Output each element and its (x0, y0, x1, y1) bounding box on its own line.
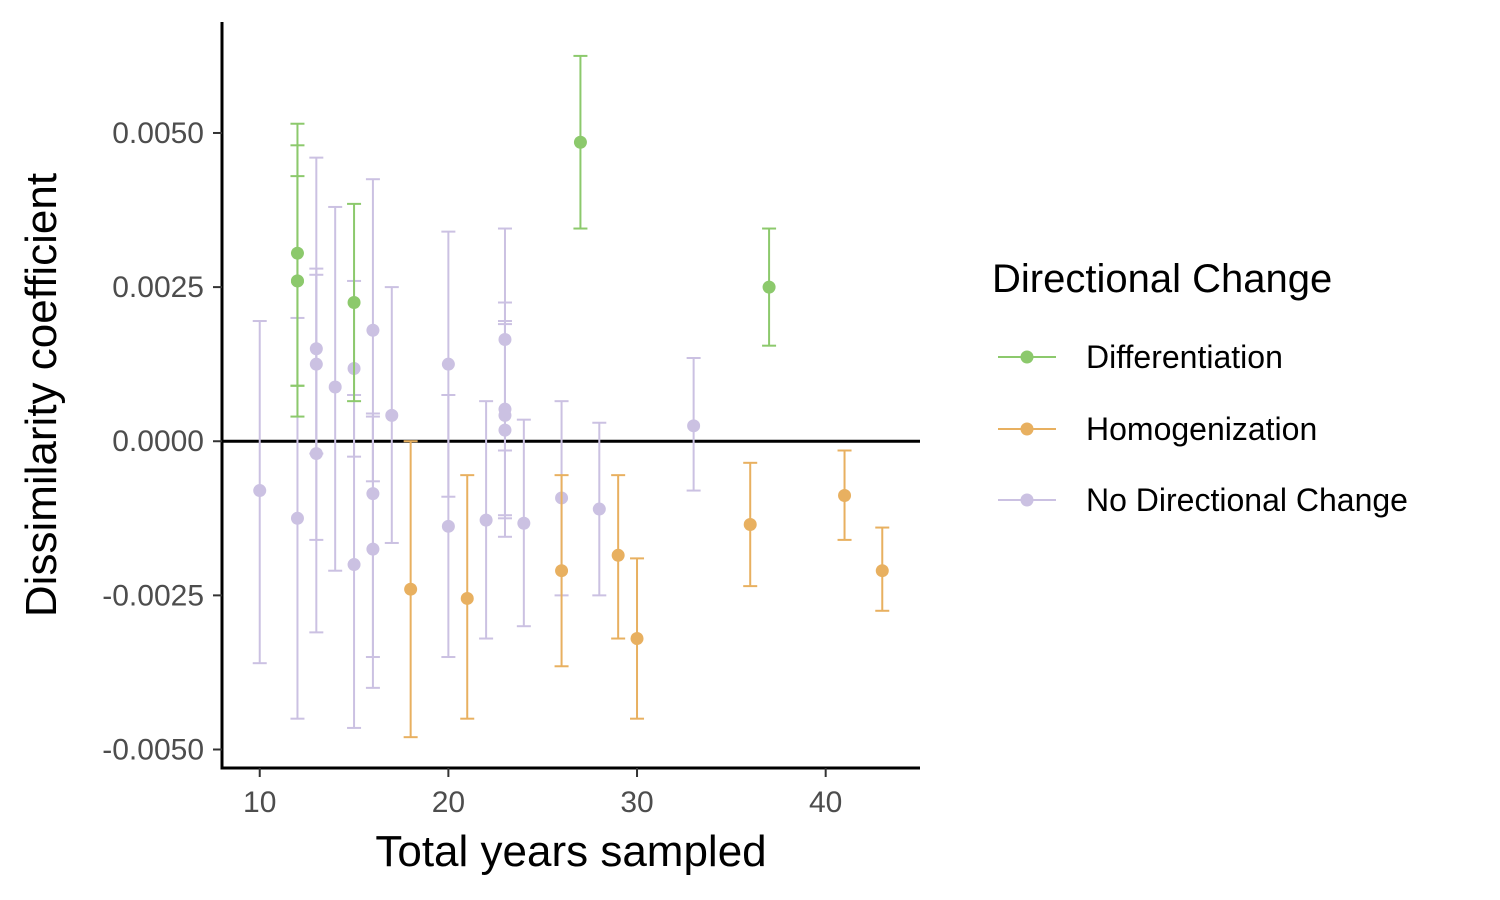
data-point (309, 357, 323, 371)
data-point (498, 423, 512, 437)
data-point (441, 357, 455, 371)
data-point (875, 564, 889, 578)
data-point (630, 632, 644, 646)
data-point (838, 488, 852, 502)
data-point (366, 542, 380, 556)
data-point (366, 323, 380, 337)
data-point (460, 591, 474, 605)
data-point (290, 246, 304, 260)
data-point (290, 511, 304, 525)
legend-label: Differentiation (1086, 339, 1283, 375)
x-tick-label: 30 (620, 786, 653, 819)
legend: Directional Change Differentiation Homoge… (992, 257, 1408, 518)
data-point (573, 135, 587, 149)
data-point (290, 274, 304, 288)
data-point (498, 333, 512, 347)
data-point (309, 342, 323, 356)
legend-title: Directional Change (992, 257, 1332, 301)
data-point (517, 516, 531, 530)
data-point (347, 558, 361, 572)
series-homogenization (403, 440, 890, 739)
data-point (762, 280, 776, 294)
x-tick-label: 10 (243, 786, 276, 819)
y-tick-label: 0.0050 (112, 117, 204, 150)
data-point (743, 517, 757, 531)
data-point (611, 548, 625, 562)
data-point (404, 582, 418, 596)
data-point (309, 447, 323, 461)
data-point (328, 380, 342, 394)
data-point (366, 487, 380, 501)
axes: -0.0050 -0.0025 0.0000 0.0025 0.0050 10 20 30 40 (102, 22, 920, 819)
legend-key-point (1020, 350, 1034, 364)
y-tick-label: -0.0050 (102, 734, 204, 767)
data-point (441, 519, 455, 533)
y-axis-title: Dissimilarity coefficient (17, 173, 66, 617)
data-point (687, 419, 701, 433)
legend-label: No Directional Change (1086, 482, 1408, 518)
y-tick-label: 0.0000 (112, 425, 204, 458)
legend-entry: Differentiation (998, 339, 1283, 375)
data-point (592, 502, 606, 516)
legend-entry: No Directional Change (998, 482, 1408, 518)
x-axis-title: Total years sampled (375, 827, 766, 876)
data-point (555, 564, 569, 578)
data-point (347, 296, 361, 310)
data-point (498, 408, 512, 422)
legend-key-point (1020, 422, 1034, 436)
x-tick-label: 40 (809, 786, 842, 819)
data-point (253, 484, 267, 498)
y-tick-label: 0.0025 (112, 271, 204, 304)
data-point (385, 408, 399, 422)
legend-entry: Homogenization (998, 411, 1317, 447)
plot-area (222, 54, 920, 739)
y-tick-label: -0.0025 (102, 579, 204, 612)
series-differentiation (290, 54, 777, 418)
series-no-directional-change (252, 156, 701, 729)
legend-key-point (1020, 493, 1034, 507)
data-point (479, 513, 493, 527)
legend-label: Homogenization (1086, 411, 1317, 447)
x-tick-label: 20 (432, 786, 465, 819)
